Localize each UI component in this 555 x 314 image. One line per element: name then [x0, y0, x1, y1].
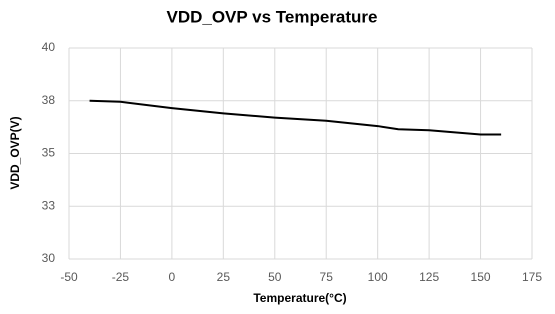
y-tick-label: 30 — [42, 251, 56, 265]
chart: VDD_OVP vs Temperature Temperature(°C) V… — [0, 0, 555, 314]
data-line — [90, 101, 502, 135]
x-tick-label: -25 — [112, 270, 130, 284]
x-tick-label: 0 — [169, 270, 176, 284]
y-tick-label: 33 — [42, 198, 56, 212]
x-tick-label: -50 — [60, 270, 78, 284]
y-axis-title: VDD_OVP(V) — [8, 116, 22, 189]
x-axis-title: Temperature(°C) — [253, 291, 346, 305]
y-tick-label: 38 — [42, 93, 56, 107]
x-tick-label: 150 — [471, 270, 491, 284]
x-tick-label: 175 — [522, 270, 542, 284]
y-tick-label: 40 — [42, 40, 56, 54]
x-tick-label: 100 — [368, 270, 388, 284]
x-tick-label: 25 — [217, 270, 231, 284]
y-tick-label: 35 — [42, 146, 56, 160]
x-tick-label: 50 — [268, 270, 282, 284]
x-tick-label: 125 — [419, 270, 439, 284]
chart-title: VDD_OVP vs Temperature — [166, 7, 377, 26]
x-tick-label: 75 — [320, 270, 334, 284]
